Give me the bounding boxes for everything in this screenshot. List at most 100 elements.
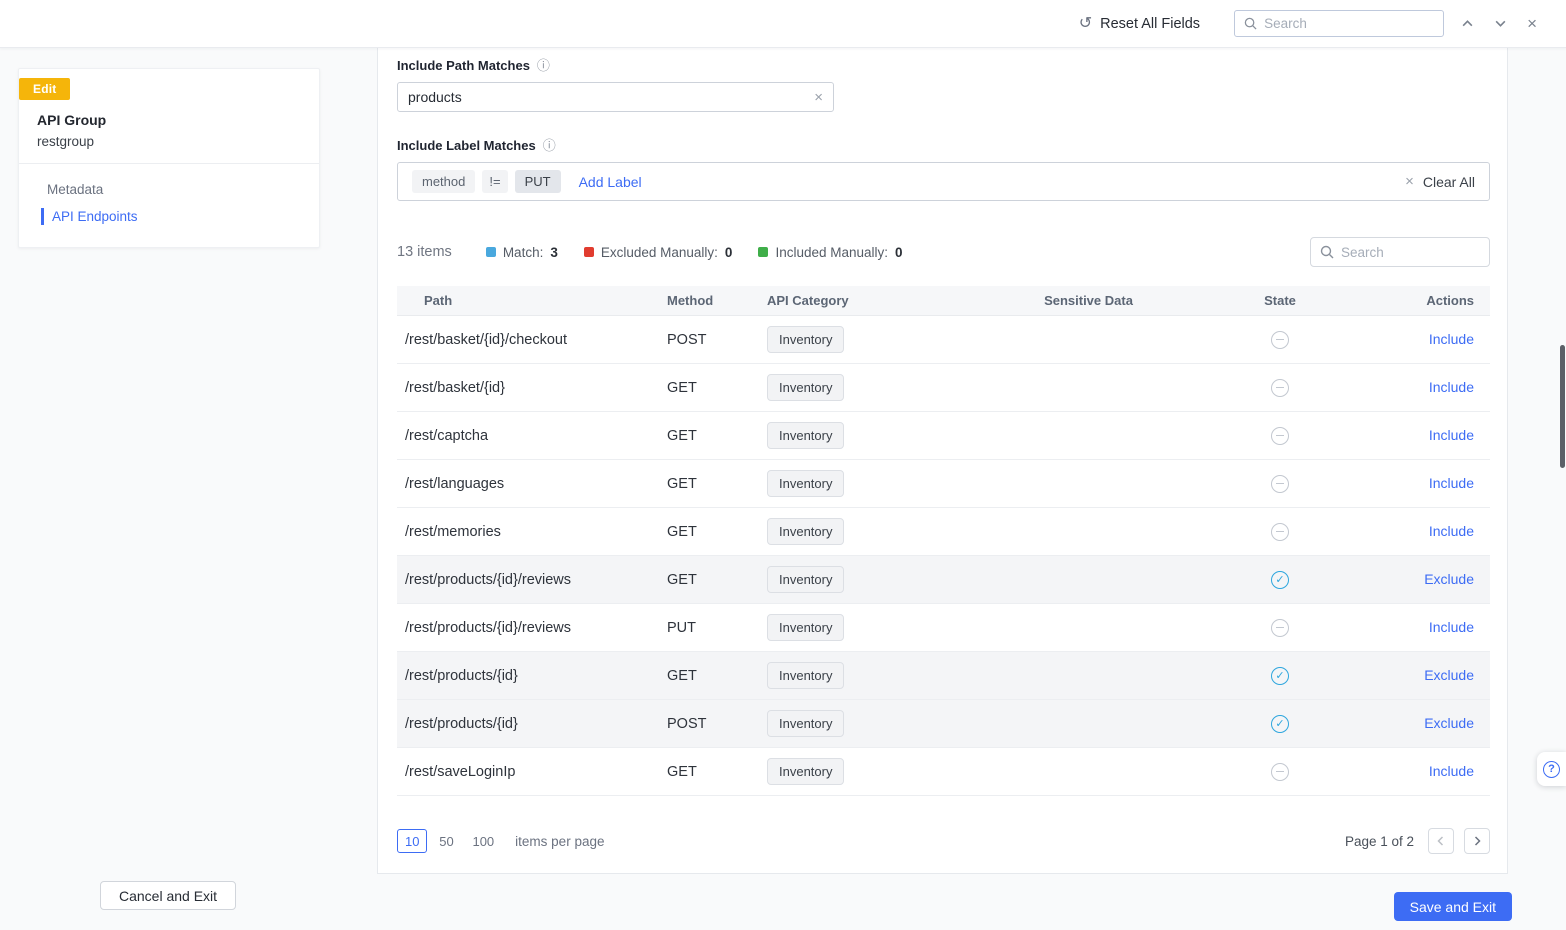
row-action-link[interactable]: Exclude <box>1424 667 1474 683</box>
label-chip[interactable]: method != PUT <box>412 170 561 193</box>
label-chip-value[interactable]: PUT <box>514 170 561 193</box>
column-header-state: State <box>1264 293 1296 308</box>
api-category-chip: Inventory <box>767 422 845 449</box>
label-chip-operator[interactable]: != <box>482 170 508 193</box>
table-search-box[interactable] <box>1310 237 1490 267</box>
cell-method: GET <box>667 427 697 444</box>
page-size-50-button[interactable]: 50 <box>431 829 461 853</box>
main-panel: Include Path Matches ⓘ × Include Label M… <box>377 48 1508 874</box>
table-row: /rest/basket/{id}/checkout POST Inventor… <box>397 316 1490 364</box>
clear-all-button[interactable]: Clear All <box>1422 173 1475 190</box>
column-header-api-category: API Category <box>767 293 849 308</box>
state-icon <box>1271 762 1289 781</box>
row-action-link[interactable]: Exclude <box>1424 715 1474 731</box>
cell-state <box>1220 666 1340 685</box>
legend-label: Included Manually: <box>775 244 889 260</box>
search-icon <box>1244 17 1257 30</box>
cell-method: GET <box>667 667 697 684</box>
legend-value: 3 <box>550 244 558 260</box>
cell-api-category: Inventory <box>767 614 957 641</box>
column-header-actions: Actions <box>1426 293 1474 308</box>
find-next-button[interactable] <box>1491 14 1510 33</box>
sidebar-nav: Metadata API Endpoints <box>19 176 319 230</box>
api-category-chip: Inventory <box>767 662 845 689</box>
row-action-link[interactable]: Exclude <box>1424 571 1474 587</box>
path-match-field: × <box>397 82 834 112</box>
row-action-link[interactable]: Include <box>1428 331 1474 347</box>
cell-api-category: Inventory <box>767 662 957 689</box>
add-label-button[interactable]: Add Label <box>578 173 642 190</box>
include-path-matches-label-row: Include Path Matches ⓘ <box>397 58 1490 73</box>
cell-method: GET <box>667 571 697 588</box>
path-match-input[interactable] <box>408 89 807 105</box>
pagination-controls: Page 1 of 2 <box>1345 828 1490 854</box>
cell-actions: Include <box>1340 619 1490 636</box>
topbar-search-input[interactable] <box>1264 16 1435 31</box>
find-previous-button[interactable] <box>1458 14 1477 33</box>
page-size-10-button[interactable]: 10 <box>397 829 428 853</box>
table-row: /rest/saveLoginIp GET Inventory Include <box>397 748 1490 796</box>
clear-all-icon[interactable]: × <box>1405 173 1414 190</box>
table-row: /rest/products/{id} POST Inventory Exclu… <box>397 700 1490 748</box>
label-matches-box: method != PUT Add Label × Clear All <box>397 162 1490 201</box>
column-header-method: Method <box>667 293 714 308</box>
row-action-link[interactable]: Include <box>1428 763 1474 779</box>
reset-all-fields-button[interactable]: ↺ Reset All Fields <box>1079 15 1201 32</box>
row-action-link[interactable]: Include <box>1428 475 1474 491</box>
cell-path: /rest/saveLoginIp <box>405 763 516 780</box>
topbar-search-box[interactable] <box>1234 10 1445 37</box>
clear-all-group: × Clear All <box>1405 174 1475 190</box>
column-header-sensitive-data: Sensitive Data <box>1044 293 1133 308</box>
clear-input-icon[interactable]: × <box>814 88 823 106</box>
table-row: /rest/products/{id}/reviews PUT Inventor… <box>397 604 1490 652</box>
cell-actions: Exclude <box>1340 667 1490 684</box>
cell-state <box>1220 522 1340 541</box>
sidebar-item-api-endpoints[interactable]: API Endpoints <box>19 203 319 230</box>
cell-state <box>1220 426 1340 445</box>
table-header: Path Method API Category Sensitive Data … <box>397 286 1490 316</box>
api-group-title: API Group <box>37 112 107 128</box>
cell-method: POST <box>667 715 707 732</box>
save-and-exit-button[interactable]: Save and Exit <box>1393 892 1512 921</box>
sidebar-item-metadata[interactable]: Metadata <box>47 182 104 197</box>
row-action-link[interactable]: Include <box>1428 427 1474 443</box>
label-chip-key[interactable]: method <box>412 170 476 193</box>
cell-path: /rest/memories <box>405 523 501 540</box>
state-icon <box>1271 570 1289 589</box>
cancel-and-exit-button[interactable]: Cancel and Exit <box>100 881 237 910</box>
info-icon[interactable]: ⓘ <box>542 138 556 153</box>
state-icon <box>1271 618 1289 637</box>
cell-api-category: Inventory <box>767 758 957 785</box>
table-search-input[interactable] <box>1341 244 1480 260</box>
row-action-link[interactable]: Include <box>1428 379 1474 395</box>
column-header-path: Path <box>424 293 453 308</box>
scrollbar-thumb[interactable] <box>1560 345 1565 468</box>
cell-actions: Exclude <box>1340 715 1490 732</box>
page-size-100-button[interactable]: 100 <box>465 829 501 853</box>
cell-actions: Include <box>1340 523 1490 540</box>
cell-method: PUT <box>667 619 696 636</box>
cell-api-category: Inventory <box>767 326 957 353</box>
cell-path: /rest/basket/{id} <box>405 379 505 396</box>
include-label-matches-label-row: Include Label Matches ⓘ <box>397 138 1490 153</box>
close-search-button[interactable]: × <box>1524 12 1540 35</box>
previous-page-button[interactable] <box>1428 828 1454 854</box>
cell-api-category: Inventory <box>767 710 957 737</box>
table-row: /rest/memories GET Inventory Include <box>397 508 1490 556</box>
cell-actions: Include <box>1340 475 1490 492</box>
cell-path: /rest/products/{id}/reviews <box>405 619 572 636</box>
table-row: /rest/products/{id} GET Inventory Exclud… <box>397 652 1490 700</box>
chevron-down-icon <box>1495 20 1506 27</box>
info-icon[interactable]: ⓘ <box>536 58 550 73</box>
row-action-link[interactable]: Include <box>1428 619 1474 635</box>
reset-all-fields-label: Reset All Fields <box>1100 15 1201 32</box>
help-button[interactable]: ? <box>1537 752 1566 786</box>
cell-actions: Include <box>1340 763 1490 780</box>
row-action-link[interactable]: Include <box>1428 523 1474 539</box>
next-page-button[interactable] <box>1464 828 1490 854</box>
cell-method: POST <box>667 331 707 348</box>
legend-color-square <box>583 247 594 257</box>
table-row: /rest/products/{id}/reviews GET Inventor… <box>397 556 1490 604</box>
legend: Match: 3 Excluded Manually: 0 Included M <box>485 244 903 260</box>
